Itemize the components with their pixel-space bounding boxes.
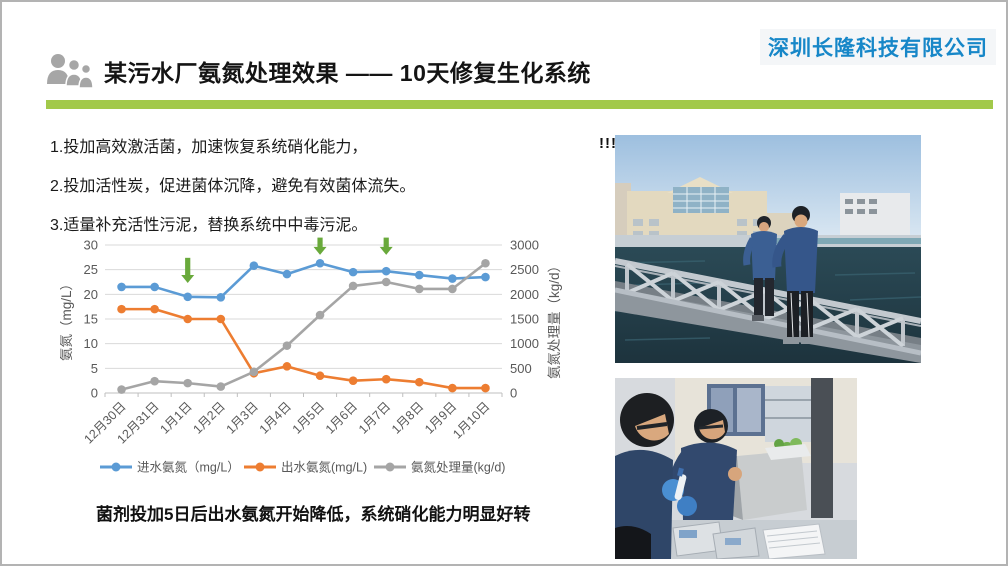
lab-photo-illustration	[615, 378, 857, 559]
svg-text:25: 25	[84, 262, 98, 277]
svg-text:30: 30	[84, 238, 98, 253]
svg-text:氨氮处理量（kg/d）: 氨氮处理量（kg/d）	[547, 259, 562, 379]
svg-text:1月4日: 1月4日	[257, 399, 294, 436]
title-underline-bar	[46, 100, 993, 109]
svg-text:10: 10	[84, 336, 98, 351]
svg-text:15: 15	[84, 312, 98, 327]
svg-text:1月5日: 1月5日	[290, 399, 327, 436]
worker-near	[772, 206, 818, 344]
worker-far	[743, 216, 777, 321]
bullet-2: 2.投加活性炭，促进菌体沉降，避免有效菌体流失。	[50, 178, 416, 195]
svg-text:1月6日: 1月6日	[323, 399, 360, 436]
svg-text:500: 500	[510, 361, 532, 376]
svg-text:2000: 2000	[510, 287, 539, 302]
bullet-1: 1.投加高效激活菌，加速恢复系统硝化能力，	[50, 139, 368, 156]
photo-workers-on-bridge	[615, 135, 921, 363]
svg-text:20: 20	[84, 287, 98, 302]
bullet-3: 3.适量补充活性污泥，替换系统中中毒污泥。	[50, 217, 368, 234]
technician-foreground	[615, 393, 674, 559]
svg-text:1500: 1500	[510, 312, 539, 327]
svg-text:出水氨氮(mg/L): 出水氨氮(mg/L)	[281, 460, 367, 475]
record-sheet	[762, 523, 826, 559]
svg-text:0: 0	[91, 386, 98, 401]
svg-text:氨氮处理量(kg/d): 氨氮处理量(kg/d)	[411, 460, 505, 475]
exclamation-marker: !!!	[599, 135, 617, 152]
header: 某污水厂氨氮处理效果 —— 10天修复生化系统	[44, 52, 591, 90]
svg-text:1月2日: 1月2日	[191, 399, 228, 436]
svg-text:3000: 3000	[510, 238, 539, 253]
chart-conclusion-caption: 菌剂投加5日后出水氨氮开始降低，系统硝化能力明显好转	[96, 505, 531, 524]
svg-text:1月1日: 1月1日	[157, 399, 194, 436]
test-kit-boxes	[615, 520, 857, 559]
blue-gloves	[662, 467, 697, 516]
svg-text:1月8日: 1月8日	[389, 399, 426, 436]
shelf-column	[811, 378, 833, 518]
company-logo-text: 深圳长隆科技有限公司	[760, 29, 996, 65]
bullet-list: 1.投加高效激活菌，加速恢复系统硝化能力， 2.投加活性炭，促进菌体沉降，避免有…	[50, 128, 570, 245]
page-title: 某污水厂氨氮处理效果 —— 10天修复生化系统	[104, 60, 591, 86]
svg-text:2500: 2500	[510, 262, 539, 277]
svg-text:1000: 1000	[510, 336, 539, 351]
svg-text:0: 0	[510, 386, 517, 401]
svg-text:进水氨氮（mg/L）: 进水氨氮（mg/L）	[137, 460, 240, 475]
svg-text:5: 5	[91, 361, 98, 376]
bridge-photo-illustration	[615, 135, 921, 363]
svg-text:1月7日: 1月7日	[356, 399, 393, 436]
people-group-icon	[47, 54, 94, 89]
svg-text:1月3日: 1月3日	[224, 399, 261, 436]
svg-text:1月10日: 1月10日	[450, 399, 492, 441]
ammonia-line-chart: 0 0 5 500 10 1000 15 1500 20 2000 25 2500 30 3000 12月3…	[59, 233, 570, 491]
photo-lab-testing	[615, 378, 857, 559]
svg-text:氨氮（mg/L）: 氨氮（mg/L）	[60, 277, 74, 361]
